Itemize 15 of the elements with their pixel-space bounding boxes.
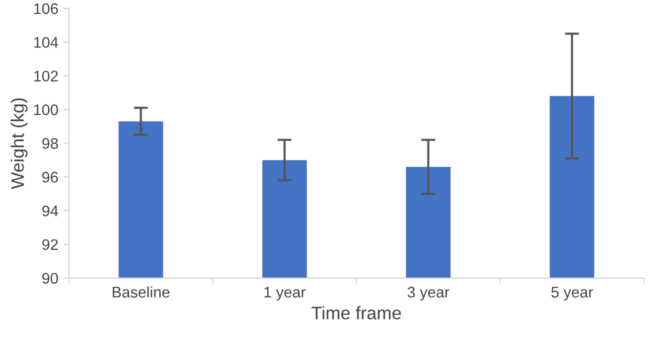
y-tick-label: 98 xyxy=(42,138,58,149)
y-tick-label: 94 xyxy=(42,205,58,216)
x-tick-label: 1 year xyxy=(264,286,306,301)
y-tick-label: 96 xyxy=(42,172,58,183)
x-tick-label: 3 year xyxy=(408,286,450,301)
x-axis-title: Time frame xyxy=(312,306,401,320)
y-tick-label: 106 xyxy=(34,3,58,14)
y-tick-label: 92 xyxy=(42,239,58,250)
x-tick-label: 5 year xyxy=(551,286,593,301)
y-axis-title: Weight (kg) xyxy=(10,98,28,190)
y-tick-label: 100 xyxy=(34,104,58,116)
y-tick-label: 104 xyxy=(34,36,58,48)
x-tick-label: Baseline xyxy=(112,286,170,298)
y-tick-label: 90 xyxy=(42,272,58,284)
y-tick-label: 102 xyxy=(34,70,58,82)
